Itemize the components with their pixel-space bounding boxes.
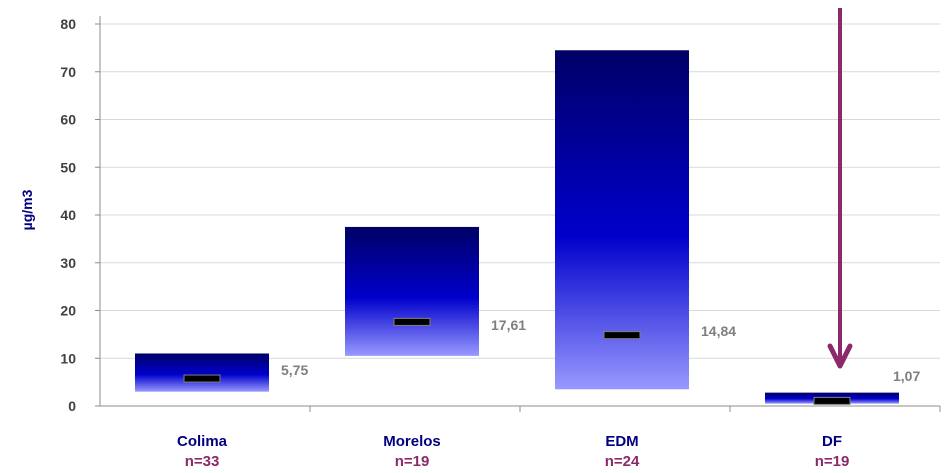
y-tick-label: 20 — [60, 303, 76, 319]
category-label: DF — [822, 433, 842, 450]
y-axis-label: µg/m3 — [19, 189, 35, 230]
annotation — [827, 8, 853, 369]
bar-colima — [135, 353, 269, 392]
sample-size-label: n=24 — [605, 453, 640, 470]
y-tick-label: 50 — [60, 159, 76, 175]
sample-size-label: n=33 — [185, 453, 220, 470]
value-label: 5,75 — [281, 362, 308, 378]
axes — [99, 16, 941, 412]
y-tick-label: 60 — [60, 112, 76, 128]
y-tick-label: 0 — [68, 398, 76, 414]
mean-marker — [603, 331, 641, 340]
x-axis-labels: Colima n=33 Morelos n=19 EDM n=24 DF n=19 — [177, 433, 849, 470]
grid-lines — [100, 23, 940, 359]
y-tick-label: 30 — [60, 255, 76, 271]
category-label: Morelos — [383, 433, 441, 450]
category-label: EDM — [605, 433, 638, 450]
sample-size-label: n=19 — [395, 453, 430, 470]
y-tick-label: 80 — [60, 16, 76, 32]
bar-morelos — [345, 226, 479, 356]
mean-marker — [393, 317, 431, 326]
arrow-annotation — [827, 8, 853, 369]
sample-size-label: n=19 — [815, 453, 850, 470]
arrow-head — [827, 343, 853, 369]
mean-marker — [183, 374, 221, 383]
value-label: 1,07 — [893, 368, 920, 384]
y-tick-label: 70 — [60, 64, 76, 80]
y-tick-label: 40 — [60, 207, 76, 223]
value-label: 14,84 — [701, 323, 736, 339]
mean-marker — [813, 396, 851, 405]
value-label: 17,61 — [491, 317, 526, 333]
category-label: Colima — [177, 433, 228, 450]
y-tick-label: 10 — [60, 350, 76, 366]
bars: 5,75 17,61 14,84 1,07 — [135, 50, 920, 405]
y-axis-ticks: 0 10 20 30 40 50 60 70 80 — [60, 16, 100, 414]
